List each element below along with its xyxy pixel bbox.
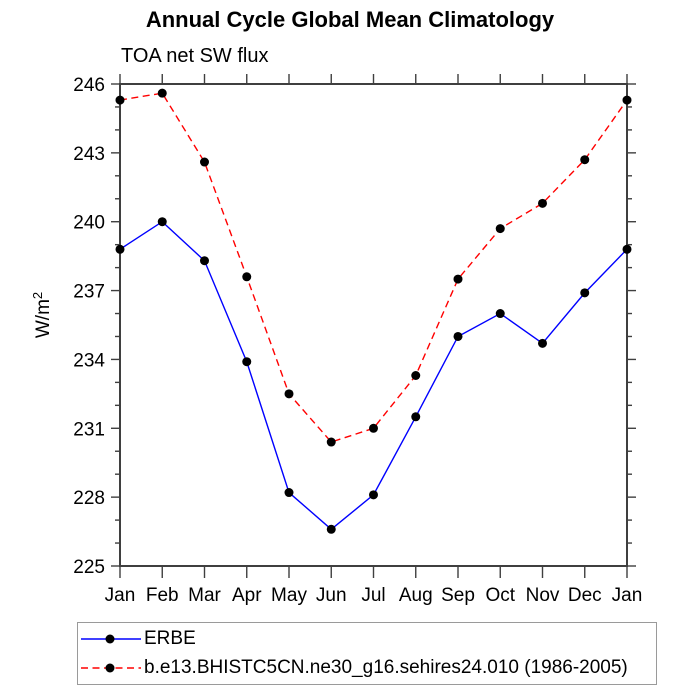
series-line-0 [119,220,628,531]
y-tick-label: 246 [73,75,105,96]
x-tick-label: May [271,585,307,606]
data-point-marker [411,412,421,422]
x-tick-label: Feb [146,585,179,606]
data-point-marker [369,423,378,433]
legend-label-erbe: ERBE [144,628,196,649]
x-tick-label: Sep [441,585,475,606]
data-point-marker [157,217,167,227]
x-tick-label: Jun [316,585,347,606]
chart-subtitle: TOA net SW flux [121,45,269,67]
y-axis-label: W/m2 [30,292,54,338]
chart-title: Annual Cycle Global Mean Climatology [145,7,555,32]
data-point-marker [369,490,378,500]
x-tick-label: Jul [361,585,385,606]
legend-item-model: b.e13.BHISTC5CN.ne30_g16.sehires24.010 (… [78,654,656,683]
x-tick-label: Jan [612,585,643,606]
data-point-marker [495,224,505,234]
data-point-marker [157,88,167,98]
y-tick-label: 237 [73,282,105,303]
data-point-marker [580,288,590,298]
legend-item-erbe: ERBE [78,625,656,654]
data-point-marker [622,95,632,105]
series-line-1 [119,92,628,443]
x-tick-label: Nov [526,585,560,606]
data-point-marker [115,244,125,254]
data-point-marker [242,357,252,367]
data-point-marker [242,272,252,282]
y-tick-label: 240 [73,213,105,234]
y-tick-label: 231 [73,419,105,440]
data-point-marker [453,331,463,341]
data-point-marker [580,155,590,165]
data-point-marker [326,437,336,447]
x-tick-label: Oct [485,585,515,606]
legend-box: ERBE b.e13.BHISTC5CN.ne30_g16.sehires24.… [77,622,657,685]
y-tick-label: 228 [73,488,105,509]
data-point-marker [411,370,421,380]
data-point-marker [200,256,209,266]
data-point-marker [453,274,463,284]
x-tick-label: Apr [232,585,262,606]
y-tick-label: 243 [73,144,105,165]
legend-line-sample-model [81,663,141,673]
data-point-marker [284,389,294,399]
x-tick-label: Mar [188,585,221,606]
x-tick-label: Dec [568,585,602,606]
data-point-marker [538,338,547,348]
data-point-marker [538,198,547,208]
x-tick-label: Jan [105,585,136,606]
y-tick-label: 234 [73,350,105,371]
data-point-marker [622,244,632,254]
data-point-marker [326,524,336,534]
data-point-marker [284,488,294,498]
legend-line-sample-erbe [81,634,141,644]
legend-label-model: b.e13.BHISTC5CN.ne30_g16.sehires24.010 (… [144,657,628,678]
y-tick-label: 225 [73,557,105,578]
data-point-marker [200,157,209,167]
data-point-marker [115,95,125,105]
x-tick-label: Aug [399,585,433,606]
data-point-marker [495,309,505,319]
